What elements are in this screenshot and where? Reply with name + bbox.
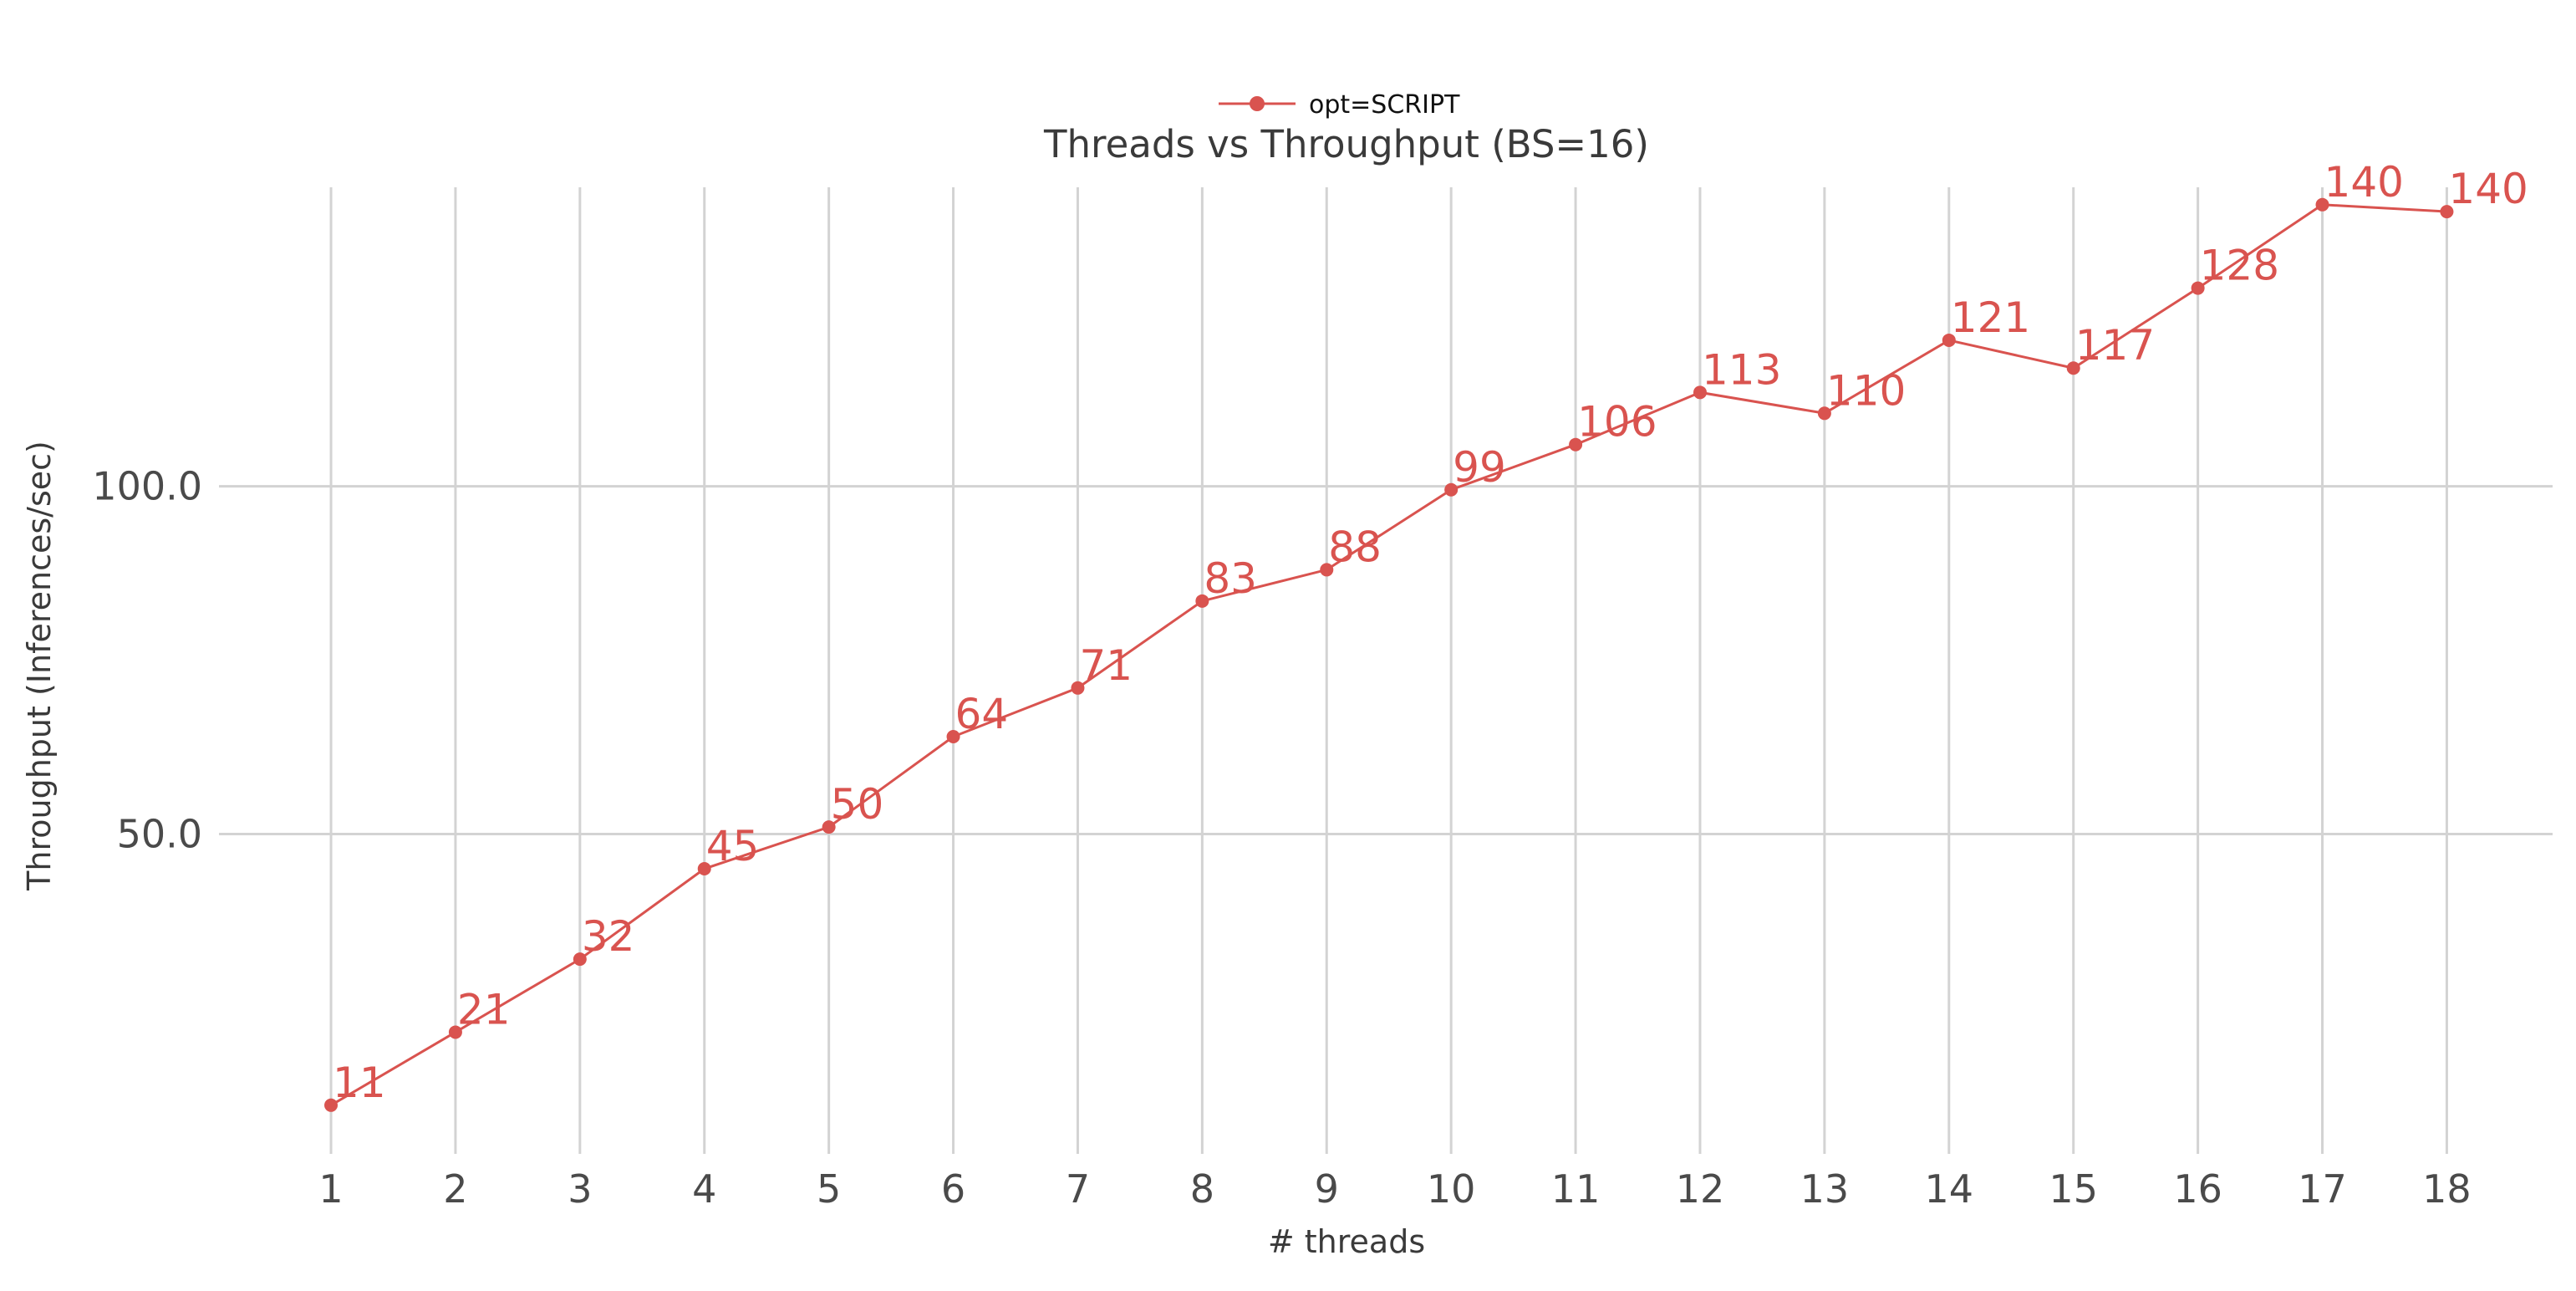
data-point: [1320, 563, 1334, 577]
data-label: 88: [1328, 523, 1382, 571]
data-label-layer: 11 21 32 45 50 64 71 83 88 99 106 113 110 121 117 128 14…: [333, 158, 2528, 1107]
data-label: 11: [333, 1059, 386, 1107]
data-label: 45: [706, 822, 760, 870]
legend-marker-icon: [1250, 96, 1265, 111]
x-tick-label: 18: [2422, 1166, 2472, 1212]
x-tick-label: 16: [2173, 1166, 2222, 1212]
data-point: [822, 820, 836, 834]
x-tick-label: 7: [1066, 1166, 1090, 1212]
data-point: [2315, 197, 2329, 212]
legend-label: opt=SCRIPT: [1309, 90, 1460, 120]
x-tick-label: 9: [1315, 1166, 1339, 1212]
y-tick-label: 100.0: [92, 464, 202, 509]
data-point: [1071, 681, 1085, 695]
data-point: [1693, 385, 1707, 400]
x-tick-label: 17: [2298, 1166, 2347, 1212]
data-point: [1817, 406, 1831, 421]
x-tick-label: 14: [1925, 1166, 1974, 1212]
data-label: 121: [1951, 293, 2030, 342]
data-point: [2066, 361, 2080, 375]
x-tick-label: 6: [941, 1166, 965, 1212]
data-label: 113: [1702, 345, 1781, 394]
x-tick-label: 11: [1551, 1166, 1601, 1212]
data-point: [2191, 281, 2205, 295]
data-label: 117: [2075, 321, 2155, 370]
chart-title: Threads vs Throughput (BS=16): [1043, 122, 1649, 166]
series-line: [330, 203, 2447, 1107]
data-label: 32: [582, 912, 635, 961]
data-label: 64: [955, 690, 1009, 738]
data-point: [946, 730, 960, 744]
data-label: 21: [457, 985, 511, 1033]
data-point: [448, 1025, 462, 1039]
legend: opt=SCRIPT: [1219, 90, 1460, 120]
data-label: 99: [1453, 443, 1506, 492]
y-axis-label: Throughput (Inferences/sec): [21, 441, 58, 891]
x-tick-label: 1: [318, 1166, 343, 1212]
x-tick-label: 3: [568, 1166, 592, 1212]
data-point: [324, 1098, 339, 1112]
x-axis-label: # threads: [1268, 1223, 1425, 1260]
data-point: [1569, 437, 1583, 452]
data-label: 140: [2324, 158, 2404, 207]
x-tick-label: 10: [1427, 1166, 1476, 1212]
series-layer: [324, 197, 2454, 1112]
data-label: 50: [831, 780, 884, 829]
data-point: [1195, 594, 1209, 608]
data-label: 110: [1826, 366, 1906, 415]
x-tick-label: 13: [1800, 1166, 1850, 1212]
data-point: [1942, 333, 1956, 347]
data-point: [2440, 205, 2454, 219]
x-tick-label: 8: [1190, 1166, 1214, 1212]
data-point: [573, 952, 587, 967]
data-label: 140: [2448, 165, 2528, 213]
grid-layer: [219, 187, 2553, 1154]
data-point: [697, 862, 711, 876]
x-tick-label: 4: [692, 1166, 716, 1212]
x-tick-label: 12: [1676, 1166, 1725, 1212]
y-tick-label: 50.0: [117, 811, 202, 856]
data-label: 83: [1204, 554, 1257, 603]
data-label: 71: [1079, 641, 1133, 690]
data-label: 128: [2200, 242, 2279, 290]
x-tick-label: 15: [2049, 1166, 2098, 1212]
x-tick-label: 2: [443, 1166, 467, 1212]
data-point: [1444, 482, 1459, 497]
x-tick-label: 5: [817, 1166, 841, 1212]
data-label: 106: [1577, 398, 1657, 446]
